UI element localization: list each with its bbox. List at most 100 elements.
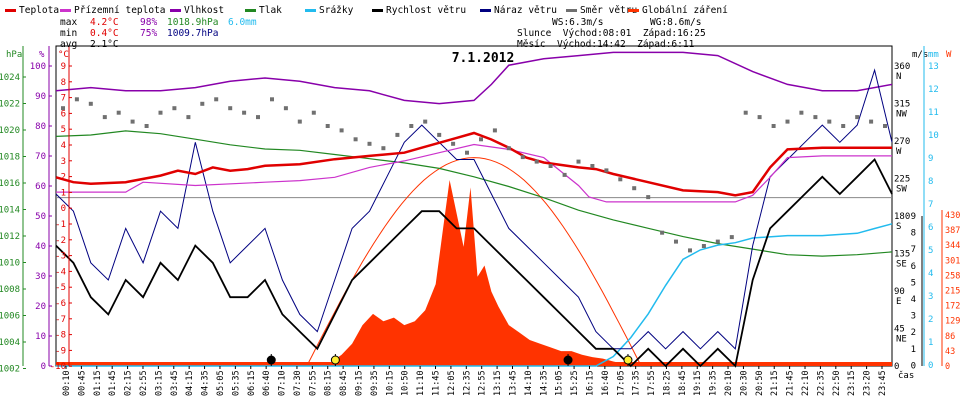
axis-radiation-tick: 258 bbox=[945, 271, 960, 281]
axis-pressure-tick: 1018 bbox=[0, 153, 20, 163]
axis-direction-name: NE bbox=[896, 335, 907, 345]
stat-max-rain: 6.0mm bbox=[228, 17, 257, 28]
series-precipitation bbox=[56, 223, 893, 367]
axis-pressure-tick: 1010 bbox=[0, 259, 20, 269]
series-wind-gust bbox=[55, 68, 893, 350]
wind-direction-point bbox=[465, 150, 469, 155]
stat-min-press: 1009.7hPa bbox=[167, 28, 218, 39]
legend-item: Srážky bbox=[305, 5, 354, 16]
wind-direction-point bbox=[869, 119, 874, 124]
wind-direction-point bbox=[423, 119, 428, 124]
axis-pressure-tick: 1002 bbox=[0, 365, 20, 375]
axis-wind-speed-tick: 5 bbox=[911, 278, 916, 288]
legend-label: Rychlost větru bbox=[386, 5, 466, 16]
x-tick-label: 16:40 bbox=[601, 370, 611, 396]
wind-direction-point bbox=[88, 101, 93, 106]
wind-direction-point bbox=[297, 119, 302, 124]
axis-wind-speed-tick: 9 bbox=[911, 212, 916, 222]
wind-direction-dots bbox=[61, 97, 887, 253]
legend-swatch bbox=[372, 9, 383, 12]
axis-temperature-tick: 1 bbox=[61, 188, 66, 198]
axis-precipitation-tick: 4 bbox=[928, 269, 933, 279]
x-tick-label: 11:10 bbox=[416, 370, 426, 396]
wind-direction-point bbox=[451, 141, 456, 146]
series-temperature bbox=[55, 131, 892, 197]
legend-label: Směr větru bbox=[580, 5, 637, 16]
axis-wind-speed-tick: 1 bbox=[911, 345, 916, 355]
axis-precipitation-tick: 7 bbox=[928, 200, 933, 210]
axis-wind-speed-tick: 2 bbox=[911, 328, 916, 338]
legend-label: Srážky bbox=[319, 5, 354, 16]
legend-swatch bbox=[480, 9, 491, 12]
wind-direction-point bbox=[548, 164, 553, 168]
x-tick-label: 09:35 bbox=[370, 370, 380, 396]
axis-temperature-tick: -6 bbox=[55, 299, 66, 309]
wind-direction-point bbox=[771, 124, 776, 128]
axis-temperature-tick: -10 bbox=[50, 362, 66, 372]
axis-precipitation-tick: 13 bbox=[928, 62, 939, 72]
wind-direction-point bbox=[492, 128, 497, 133]
x-tick-label: 23:20 bbox=[863, 370, 873, 396]
wind-direction-point bbox=[660, 230, 665, 235]
x-tick-label: 04:35 bbox=[201, 370, 211, 396]
x-tick-label: 03:45 bbox=[170, 370, 180, 396]
axis-radiation-tick: 301 bbox=[945, 256, 960, 266]
x-tick-label: 07:10 bbox=[278, 370, 288, 396]
x-tick-label: 12:05 bbox=[447, 370, 457, 396]
stat-wg: WG:8.6m/s bbox=[650, 17, 701, 28]
x-tick-label: 07:30 bbox=[293, 370, 303, 396]
x-tick-label: 07:55 bbox=[308, 370, 318, 396]
axis-humidity-unit-label: % bbox=[39, 50, 45, 60]
wind-direction-point bbox=[367, 141, 372, 146]
x-tick-label: 17:55 bbox=[647, 370, 657, 396]
wind-direction-point bbox=[604, 168, 609, 173]
axis-temperature-tick: 0 bbox=[61, 204, 66, 214]
x-tick-label: 10:50 bbox=[401, 370, 411, 396]
axis-wind-speed-tick: 7 bbox=[911, 245, 916, 255]
stat-row-label-min: min bbox=[60, 28, 77, 39]
wind-direction-point bbox=[757, 115, 762, 120]
x-tick-label: 20:10 bbox=[724, 370, 734, 396]
stats-block: max 4.2°C 98% 1018.9hPa 6.0mm min 0.4°C … bbox=[60, 17, 706, 50]
axis-precipitation-tick: 10 bbox=[928, 131, 939, 141]
x-tick-label: 01:15 bbox=[93, 370, 103, 396]
x-tick-label: 14:35 bbox=[539, 370, 549, 396]
series-global-radiation bbox=[331, 180, 628, 366]
x-tick-label: 22:50 bbox=[832, 370, 842, 396]
axis-humidity-tick: 10 bbox=[35, 332, 46, 342]
x-tick-label: 21:45 bbox=[786, 370, 796, 396]
wind-direction-point bbox=[409, 124, 414, 128]
stat-min-temp: 0.4°C bbox=[90, 28, 119, 39]
wind-direction-point bbox=[701, 244, 706, 248]
legend-swatch bbox=[245, 9, 256, 12]
axis-wind-speed-tick: 0 bbox=[911, 361, 916, 371]
axis-radiation-tick: 129 bbox=[945, 317, 960, 327]
axis-direction-tick: 90 bbox=[894, 287, 905, 297]
stat-max-temp: 4.2°C bbox=[90, 17, 119, 28]
axis-humidity-tick: 70 bbox=[35, 152, 46, 162]
wind-direction-point bbox=[855, 115, 860, 120]
wind-direction-point bbox=[743, 110, 748, 115]
axis-precipitation-tick: 0 bbox=[928, 361, 933, 371]
legend-item: Přízemní teplota bbox=[60, 5, 166, 16]
axis-temperature-tick: -8 bbox=[55, 331, 66, 341]
x-tick-label: 17:05 bbox=[616, 370, 626, 396]
x-tick-label: 18:45 bbox=[678, 370, 688, 396]
wind-direction-point bbox=[534, 159, 539, 164]
axis-precipitation-unit-label: mm bbox=[928, 50, 939, 60]
x-tick-label: 10:15 bbox=[385, 370, 395, 396]
legend-label: Teplota bbox=[19, 5, 59, 16]
chart-title: 7.1.2012 bbox=[452, 51, 515, 66]
series-layer bbox=[55, 51, 893, 368]
axis-pressure-tick: 1004 bbox=[0, 338, 20, 348]
wind-direction-point bbox=[256, 115, 260, 120]
wind-direction-point bbox=[144, 124, 149, 128]
axis-precipitation-tick: 5 bbox=[928, 246, 933, 256]
axis-direction-tick: 0 bbox=[894, 362, 899, 372]
x-tick-label: 00:45 bbox=[77, 370, 87, 396]
x-tick-label: 13:45 bbox=[508, 370, 518, 396]
legend-item: Náraz větru bbox=[480, 5, 557, 16]
axis-temperature-tick: -3 bbox=[55, 252, 66, 262]
axis-temperature-tick: -5 bbox=[55, 283, 66, 293]
